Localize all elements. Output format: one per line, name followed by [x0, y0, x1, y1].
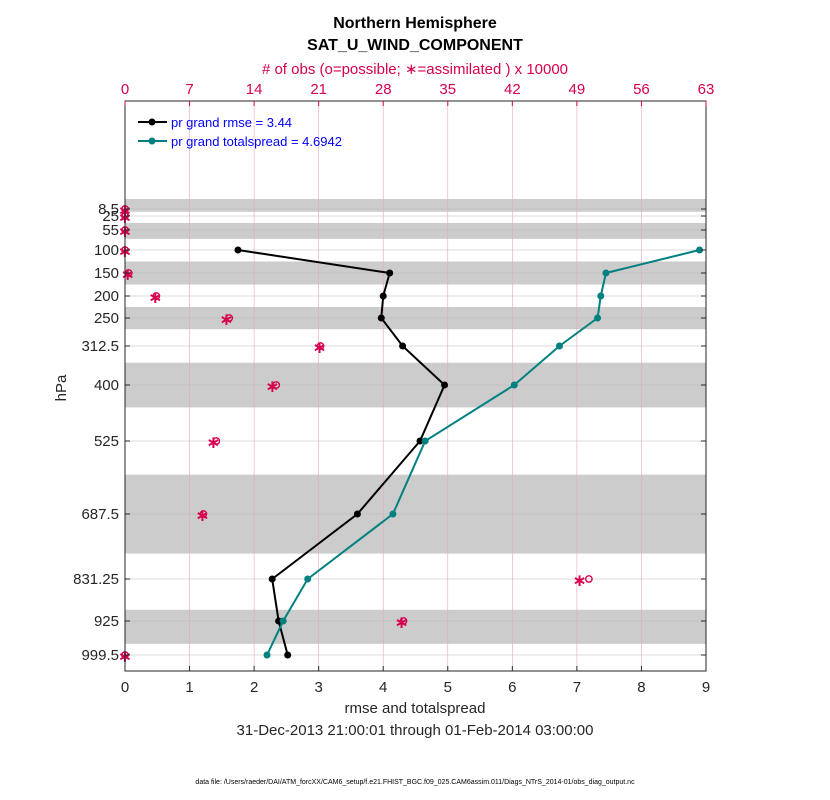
band-layer [125, 199, 706, 644]
top-tick-label: 0 [121, 81, 129, 98]
x-tick-label: 2 [250, 679, 258, 696]
obs-possible-marker [212, 437, 221, 445]
y-tick-label: 250 [94, 310, 119, 327]
y-axis-label: hPa [53, 374, 70, 401]
obs-assimilated-marker: ∗ [195, 506, 209, 526]
y-tick-label: 831.25 [73, 571, 119, 588]
x-axis-label: rmse and totalspread [345, 700, 486, 717]
totalspread-point [389, 510, 397, 518]
y-tick-label: 525 [94, 433, 119, 450]
pressure-band [125, 609, 706, 644]
totalspread-point [279, 617, 287, 625]
obs-count-layer: ∗∗∗∗∗∗∗∗∗∗∗∗∗∗ [118, 201, 593, 667]
totalspread-point [696, 246, 704, 254]
legend-spread-marker [148, 137, 156, 145]
footnote: data file: /Users/raeder/DAI/ATM_forcXX/… [195, 779, 635, 786]
obs-possible-marker [225, 314, 234, 322]
totalspread-point [263, 651, 271, 659]
top-tick-label: 63 [698, 81, 715, 98]
rmse-point [284, 651, 292, 659]
x-tick-label: 3 [314, 679, 322, 696]
top-tick-label: 49 [569, 81, 586, 98]
totalspread-point [555, 342, 563, 350]
totalspread-point [421, 437, 429, 445]
top-tick-label: 7 [185, 81, 193, 98]
rmse-point [234, 246, 242, 254]
date-range: 31-Dec-2013 21:00:01 through 01-Feb-2014… [237, 722, 594, 739]
obs-possible-marker [199, 510, 208, 518]
x-tick-label: 0 [121, 679, 129, 696]
totalspread-point [597, 292, 605, 300]
x-tick-label: 6 [508, 679, 516, 696]
x-tick-label: 7 [573, 679, 581, 696]
top-tick-label: 14 [246, 81, 263, 98]
y-tick-label: 8.5 [98, 201, 119, 218]
top-tick-label: 21 [310, 81, 327, 98]
obs-assimilated-marker: ∗ [395, 613, 409, 633]
y-tick-label: 25 [102, 208, 119, 225]
obs-possible-marker [584, 575, 593, 583]
y-tick-label: 200 [94, 288, 119, 305]
y-tick-label: 55 [102, 222, 119, 239]
y-tick-label: 400 [94, 377, 119, 394]
rmse-point [353, 510, 361, 518]
y-tick-label: 312.5 [81, 338, 119, 355]
obs-assimilated-marker: ∗ [206, 433, 220, 453]
rmse-point [268, 575, 276, 583]
obs-assimilated-marker: ∗ [148, 288, 162, 308]
obs-assimilated-marker: ∗ [219, 310, 233, 330]
y-tick-label: 999.5 [81, 647, 119, 664]
rmse-point [379, 292, 387, 300]
obs-assimilated-marker: ∗ [573, 571, 587, 591]
obs-possible-marker [316, 342, 325, 350]
y-tick-label: 925 [94, 613, 119, 630]
chart-title: Northern Hemisphere [333, 15, 497, 32]
y-tick-label: 100 [94, 242, 119, 259]
totalspread-point [304, 575, 312, 583]
top-tick-label: 42 [504, 81, 521, 98]
obs-assimilated-marker: ∗ [265, 377, 279, 397]
x-tick-label: 4 [379, 679, 387, 696]
x-tick-label: 5 [444, 679, 452, 696]
rmse-point [377, 314, 385, 322]
pressure-band [125, 199, 706, 212]
obs-assimilated-marker: ∗ [312, 338, 326, 358]
top-tick-label: 35 [439, 81, 456, 98]
x-tick-label: 8 [637, 679, 645, 696]
totalspread-point [594, 314, 602, 322]
rmse-point [386, 269, 394, 277]
legend: pr grand rmse = 3.44 pr grand totalsprea… [138, 115, 342, 149]
totalspread-point [510, 381, 518, 389]
x-tick-label: 1 [185, 679, 193, 696]
axis-layer: 0 7 14 21 28 35 42 49 56 630 1 2 3 4 5 6 7 8 98.5255510015… [73, 81, 714, 696]
obs-possible-marker [152, 292, 161, 300]
legend-spread-label: pr grand totalspread = 4.6942 [171, 134, 342, 149]
rmse-point [399, 342, 407, 350]
obs-possible-marker [272, 381, 281, 389]
top-axis-label: # of obs (o=possible; ∗=assimilated ) x … [262, 61, 568, 78]
legend-rmse-label: pr grand rmse = 3.44 [171, 115, 292, 130]
obs-possible-marker [399, 617, 408, 625]
y-tick-label: 150 [94, 265, 119, 282]
chart-subtitle: SAT_U_WIND_COMPONENT [307, 37, 523, 54]
y-tick-label: 687.5 [81, 506, 119, 523]
pressure-band [125, 223, 706, 239]
rmse-point [416, 437, 424, 445]
obs-assimilated-marker: ∗ [121, 265, 135, 285]
x-tick-label: 9 [702, 679, 710, 696]
top-tick-label: 56 [633, 81, 650, 98]
legend-rmse-marker [148, 118, 156, 126]
rmse-point [441, 381, 449, 389]
totalspread-point [602, 269, 610, 277]
plot-frame [124, 100, 707, 672]
series-layer [234, 246, 704, 659]
top-tick-label: 28 [375, 81, 392, 98]
